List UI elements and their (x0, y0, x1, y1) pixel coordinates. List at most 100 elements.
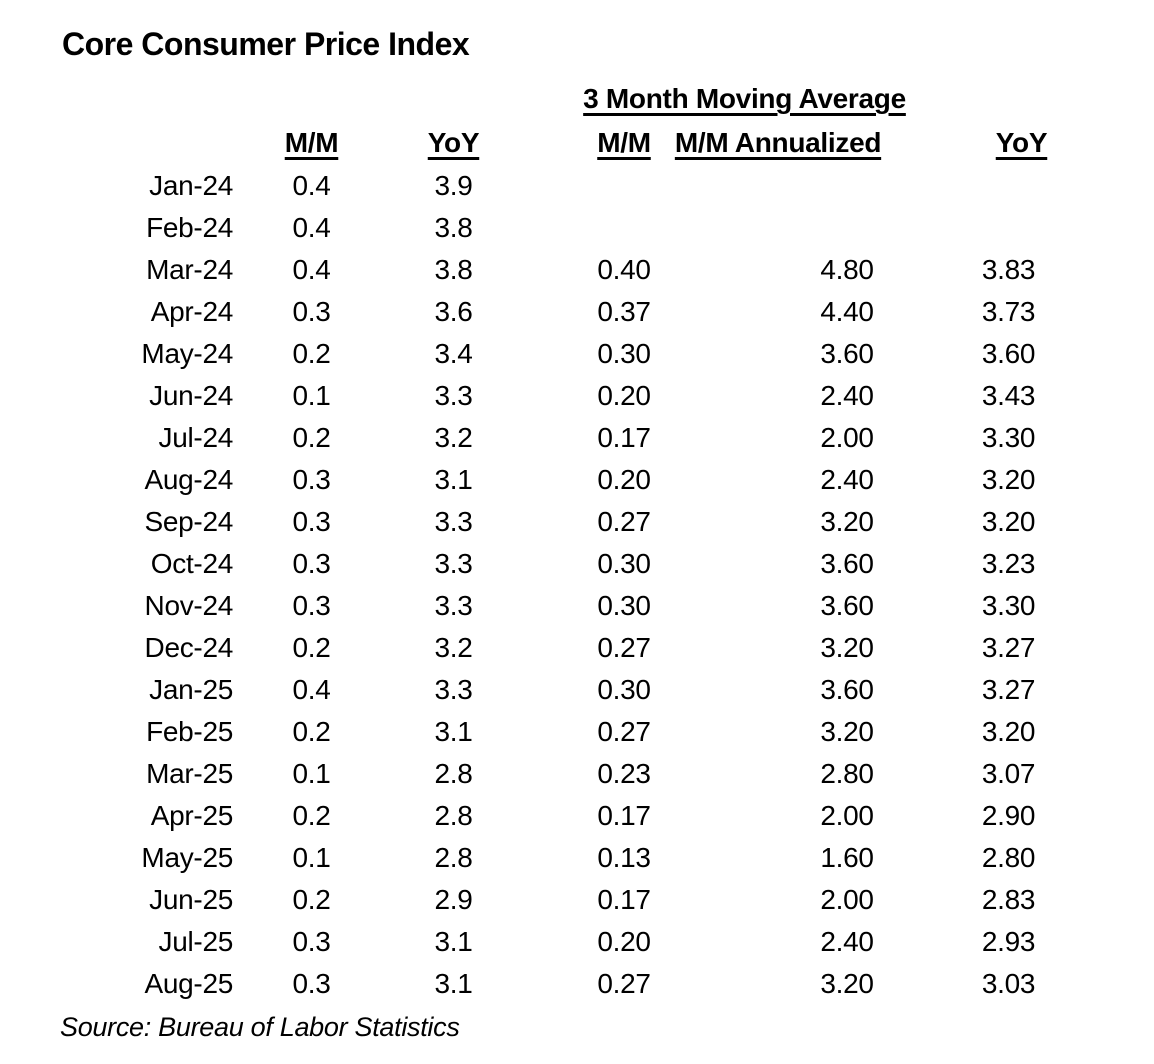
cell-ma_mm: 0.27 (597, 506, 651, 537)
column-header-ma-yoy: YoY (995, 127, 1048, 158)
cell-yoy: 3.8 (434, 254, 473, 285)
group-header-row: 3 Month Moving Average (0, 79, 1154, 115)
cell-ma_mm: 0.37 (597, 296, 651, 327)
cell-month: Dec-24 (144, 632, 234, 663)
cell-ma_ann: 2.00 (820, 800, 874, 831)
cell-ma_ann: 3.20 (820, 716, 874, 747)
cell-yoy: 3.3 (434, 380, 473, 411)
cell-ma_mm: 0.27 (597, 632, 651, 663)
cell-month: Aug-24 (144, 464, 234, 495)
cell-ma_ann: 3.20 (820, 632, 874, 663)
cell-ma_mm: 0.17 (597, 800, 651, 831)
cell-yoy: 2.9 (434, 884, 473, 915)
cell-ma_yoy: 3.83 (981, 254, 1036, 285)
cell-ma_mm (517, 165, 731, 207)
cell-month: Jun-25 (149, 884, 233, 915)
cell-yoy: 2.8 (434, 842, 473, 873)
spacer-cell (1054, 375, 1154, 417)
cell-mm: 0.4 (292, 674, 331, 705)
cell-mm: 0.4 (292, 212, 331, 243)
cell-ma_ann: 2.00 (820, 422, 874, 453)
cell-ma_ann: 3.60 (820, 674, 874, 705)
cell-mm: 0.3 (292, 464, 331, 495)
spacer-cell (1054, 165, 1154, 207)
cell-ma_ann: 4.80 (820, 254, 874, 285)
cell-ma_ann: 2.40 (820, 926, 874, 957)
cell-ma_ann: 3.60 (820, 590, 874, 621)
cell-yoy: 3.1 (434, 968, 473, 999)
cell-mm: 0.2 (292, 632, 331, 663)
spacer-cell (1054, 291, 1154, 333)
cell-yoy: 2.8 (434, 800, 473, 831)
spacer-cell (1054, 207, 1154, 249)
cpi-table: 3 Month Moving Average M/M YoY M/M M/M A… (0, 79, 1154, 1005)
cell-ma_ann: 1.60 (820, 842, 874, 873)
spacer-cell (1054, 837, 1154, 879)
cell-yoy: 3.2 (434, 632, 473, 663)
cell-mm: 0.3 (292, 548, 331, 579)
cell-yoy: 3.9 (434, 170, 473, 201)
cell-mm: 0.3 (292, 926, 331, 957)
spacer-cell (1054, 333, 1154, 375)
cell-mm: 0.4 (292, 254, 331, 285)
table-row: May-24 0.2 3.4 0.30 3.60 3.60 (0, 333, 1154, 375)
cell-ma_ann: 2.80 (820, 758, 874, 789)
cell-month: Jul-24 (158, 422, 234, 453)
cell-month: Jan-24 (149, 170, 233, 201)
spacer-cell (1054, 79, 1154, 115)
cell-mm: 0.2 (292, 338, 331, 369)
cell-ma_yoy: 3.07 (981, 758, 1036, 789)
table-row: Mar-25 0.1 2.8 0.23 2.80 3.07 (0, 753, 1154, 795)
cell-yoy: 3.8 (434, 212, 473, 243)
table-row: Jul-25 0.3 3.1 0.20 2.40 2.93 (0, 921, 1154, 963)
cell-ma_mm: 0.13 (597, 842, 651, 873)
cell-ma_mm: 0.30 (597, 674, 651, 705)
cell-mm: 0.3 (292, 968, 331, 999)
cell-yoy: 3.3 (434, 548, 473, 579)
cell-ma_yoy: 3.60 (981, 338, 1036, 369)
cell-month: Apr-24 (150, 296, 234, 327)
column-header-yoy: YoY (427, 127, 480, 158)
cell-ma_yoy: 3.03 (981, 968, 1036, 999)
spacer-cell (1054, 879, 1154, 921)
cell-yoy: 3.6 (434, 296, 473, 327)
cell-ma_yoy: 3.73 (981, 296, 1036, 327)
cell-ma_mm: 0.30 (597, 548, 651, 579)
cell-ma_mm: 0.20 (597, 464, 651, 495)
table-row: Nov-24 0.3 3.3 0.30 3.60 3.30 (0, 585, 1154, 627)
spacer-cell (1054, 963, 1154, 1005)
group-header-spacer (0, 79, 517, 115)
cell-ma_yoy: 3.23 (981, 548, 1036, 579)
cell-month: May-24 (141, 338, 233, 369)
cell-ma_yoy: 2.83 (981, 884, 1036, 915)
spacer-cell (1054, 921, 1154, 963)
spacer-cell (1054, 115, 1154, 165)
table-row: Jan-24 0.4 3.9 (0, 165, 1154, 207)
table-row: May-25 0.1 2.8 0.13 1.60 2.80 (0, 837, 1154, 879)
cell-ma_yoy: 3.30 (981, 590, 1036, 621)
cell-yoy: 3.2 (434, 422, 473, 453)
cell-month: May-25 (141, 842, 233, 873)
cell-mm: 0.3 (292, 506, 331, 537)
cell-ma_yoy (963, 207, 1054, 249)
cell-ma_ann: 2.40 (820, 380, 874, 411)
cell-ma_mm: 0.20 (597, 380, 651, 411)
table-row: Feb-25 0.2 3.1 0.27 3.20 3.20 (0, 711, 1154, 753)
cell-yoy: 3.1 (434, 716, 473, 747)
cell-ma_ann: 2.00 (820, 884, 874, 915)
table-row: Jan-25 0.4 3.3 0.30 3.60 3.27 (0, 669, 1154, 711)
cell-ma_yoy: 3.27 (981, 632, 1036, 663)
cell-mm: 0.2 (292, 884, 331, 915)
cell-ma_yoy (963, 165, 1054, 207)
column-header-ma-mm: M/M (597, 127, 651, 158)
cell-ma_mm (517, 207, 731, 249)
cell-ma_yoy: 3.20 (981, 506, 1036, 537)
cell-month: Jun-24 (149, 380, 233, 411)
cell-yoy: 2.8 (434, 758, 473, 789)
spacer-cell (1054, 417, 1154, 459)
spacer-cell (1054, 459, 1154, 501)
cell-ma_ann: 3.20 (820, 506, 874, 537)
table-row: Aug-25 0.3 3.1 0.27 3.20 3.03 (0, 963, 1154, 1005)
cell-ma_mm: 0.27 (597, 968, 651, 999)
